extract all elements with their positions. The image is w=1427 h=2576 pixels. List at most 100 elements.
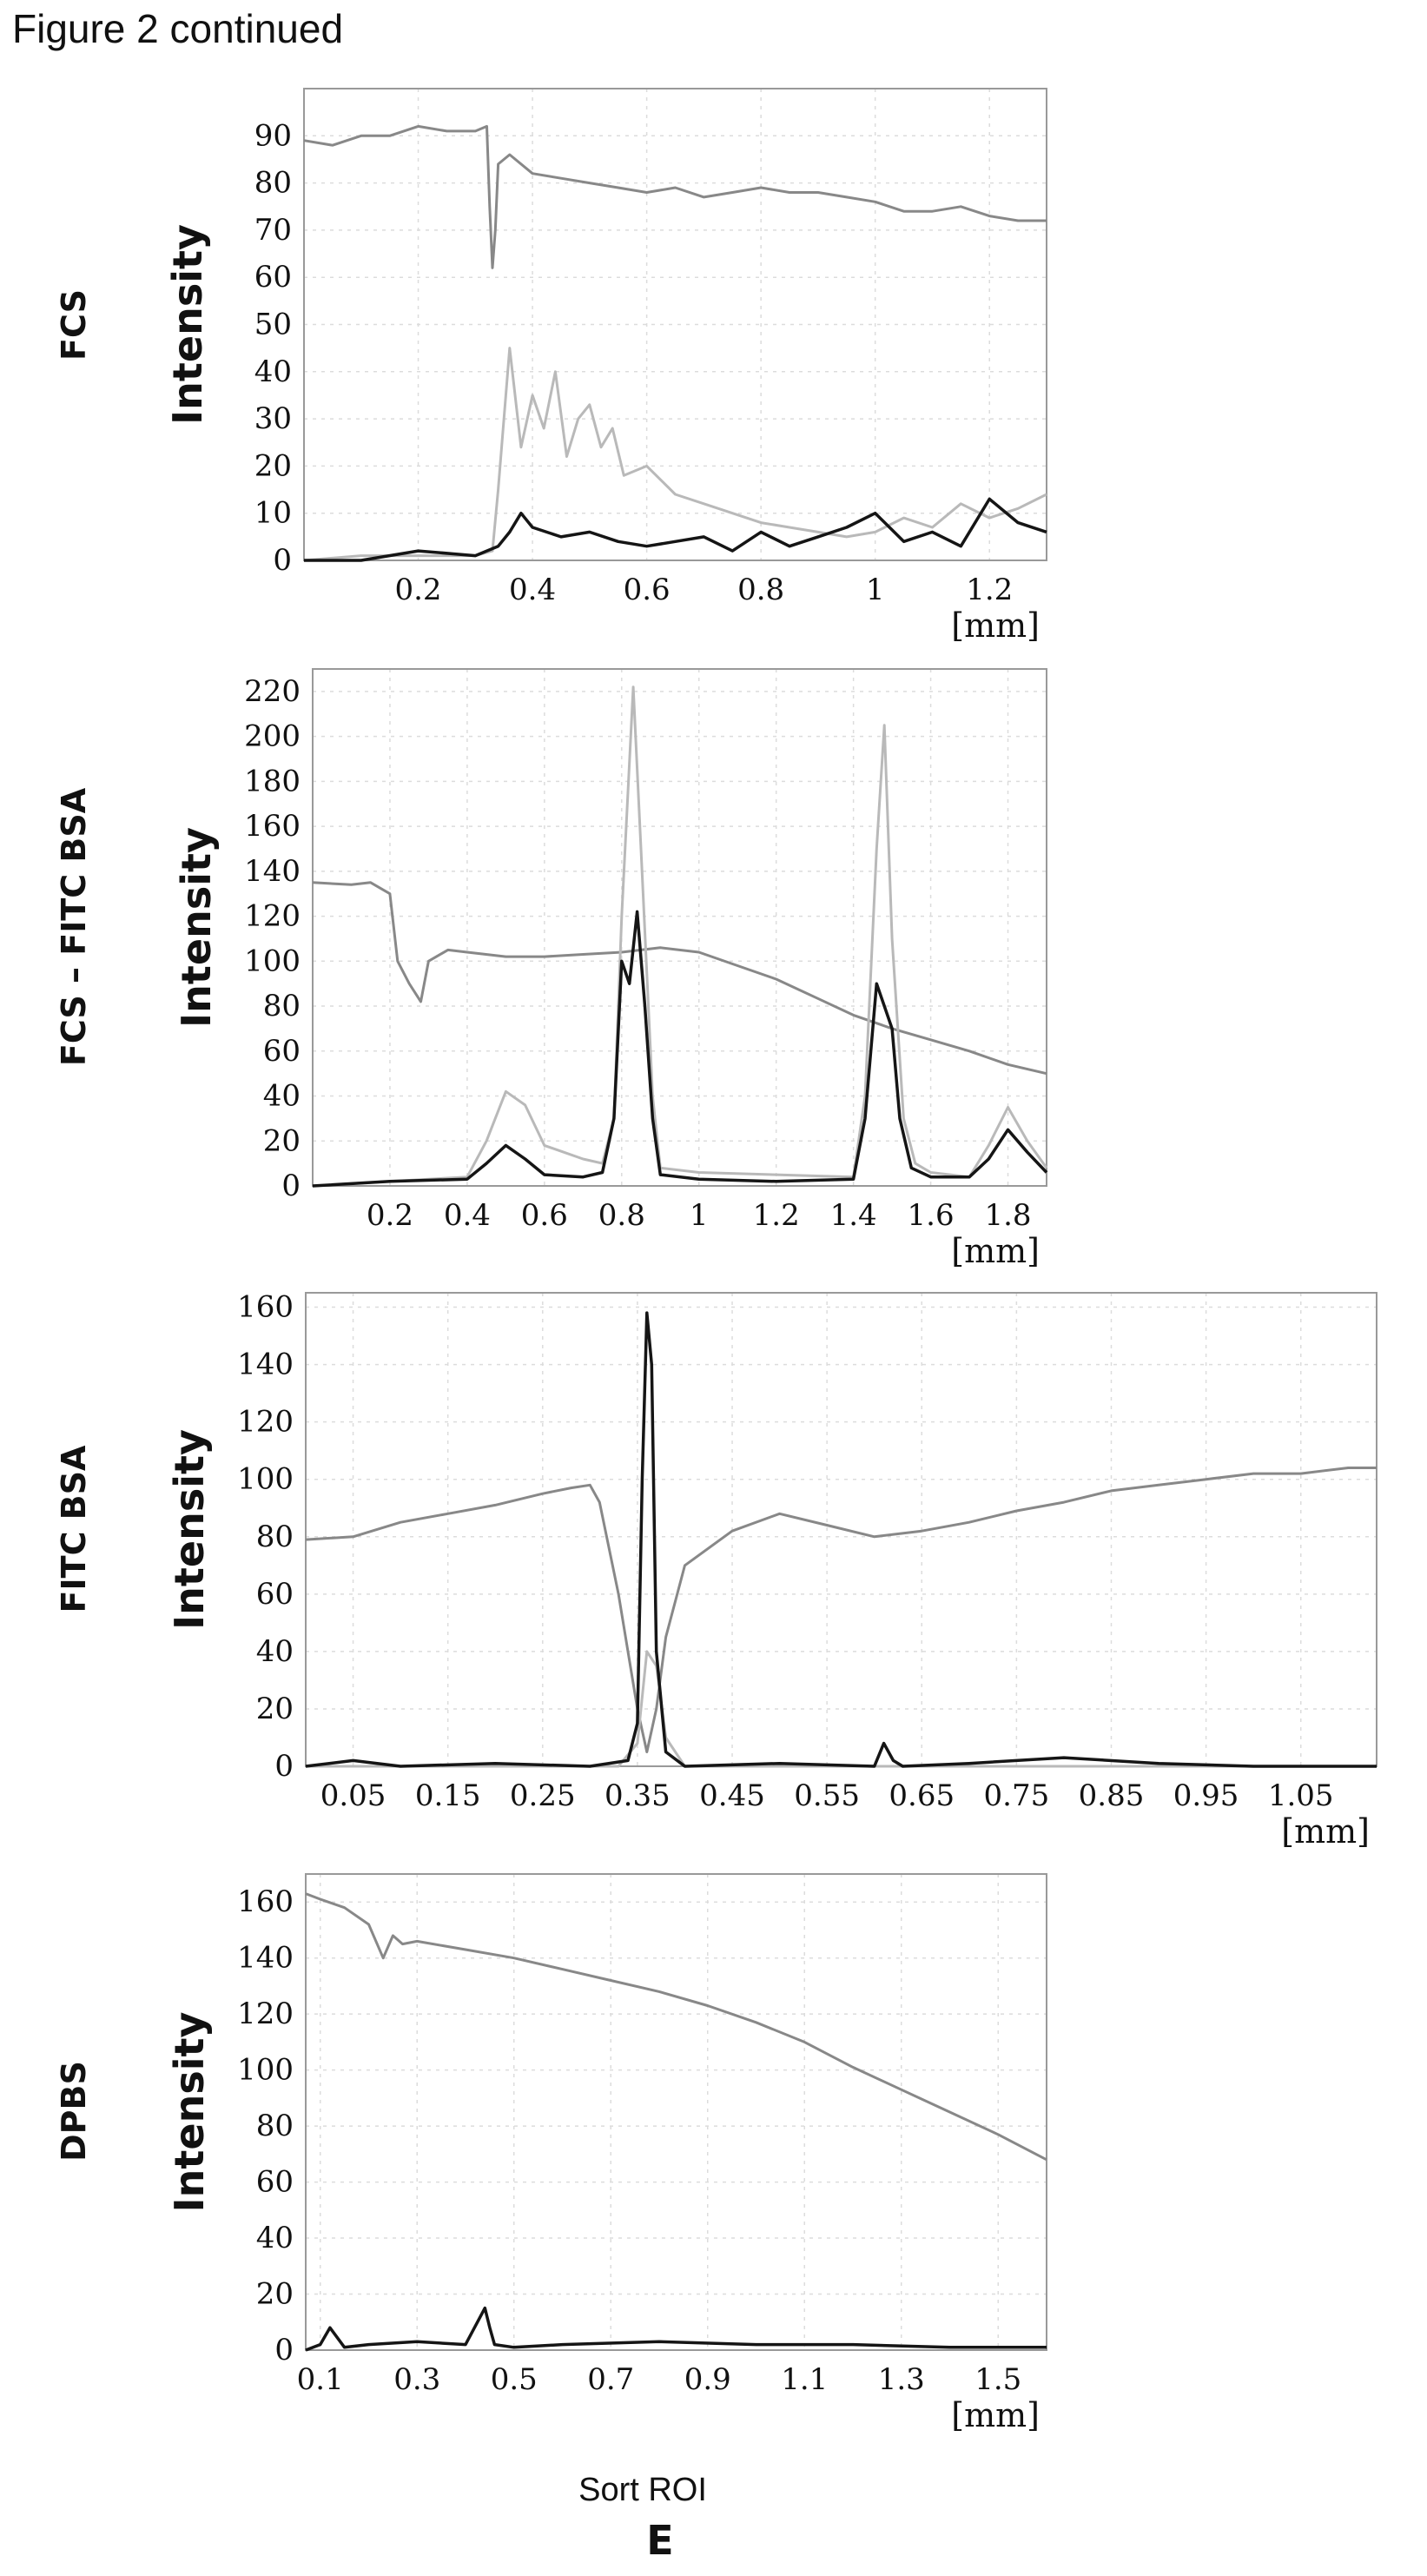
chart-2-y-tick-label: 100 bbox=[244, 944, 301, 978]
chart-3-x-tick-label: 0.45 bbox=[699, 1778, 765, 1813]
chart-2-x-tick-label: 1.8 bbox=[984, 1198, 1031, 1233]
chart-1-x-tick-label: 1.2 bbox=[966, 573, 1013, 607]
chart-4-series-mid-line bbox=[305, 1892, 1047, 2162]
chart-3-y-axis-label: Intensity bbox=[166, 1429, 213, 1630]
chart-1-x-tick-label: 0.6 bbox=[624, 573, 671, 607]
x-axis-caption: Sort ROI bbox=[578, 2472, 707, 2508]
chart-4-y-tick-label: 0 bbox=[274, 2333, 294, 2367]
chart-2-series-dark-line bbox=[312, 910, 1048, 1188]
chart-4-y-tick-label: 160 bbox=[237, 1884, 294, 1919]
chart-2-x-unit-label: [mm] bbox=[951, 1232, 1040, 1270]
chart-4-x-tick-label: 0.5 bbox=[491, 2362, 538, 2397]
chart-2-series-light-line bbox=[312, 685, 1048, 1188]
chart-3-y-tick-label: 80 bbox=[256, 1520, 294, 1554]
chart-1-x-tick-label: 1 bbox=[866, 573, 885, 607]
chart-4-y-tick-label: 140 bbox=[237, 1941, 294, 1976]
chart-2-y-tick-label: 200 bbox=[244, 719, 301, 754]
chart-2-y-tick-label: 160 bbox=[244, 809, 301, 844]
chart-2-series-mid-line bbox=[312, 881, 1047, 1076]
chart-1-y-tick-label: 70 bbox=[254, 213, 292, 248]
chart-1-y-axis-label: Intensity bbox=[164, 224, 211, 425]
chart-1-y-tick-label: 50 bbox=[254, 308, 292, 342]
chart-3-sample-label: FITC BSA bbox=[55, 1445, 93, 1612]
chart-2-plot-frame bbox=[312, 668, 1047, 1187]
chart-3-y-tick-label: 120 bbox=[237, 1405, 294, 1440]
chart-1-y-tick-label: 60 bbox=[254, 260, 292, 295]
chart-3-y-tick-label: 0 bbox=[274, 1749, 294, 1784]
chart-2-x-tick-label: 0.8 bbox=[598, 1198, 645, 1233]
chart-3-x-tick-label: 0.55 bbox=[794, 1778, 860, 1813]
chart-3-series-mid-line bbox=[305, 1467, 1377, 1753]
chart-3-x-tick-label: 0.35 bbox=[604, 1778, 671, 1813]
chart-1-y-tick-label: 10 bbox=[254, 496, 292, 531]
chart-4-x-tick-label: 1.5 bbox=[974, 2362, 1021, 2397]
chart-2-y-tick-label: 40 bbox=[263, 1079, 301, 1114]
chart-4-x-tick-label: 0.1 bbox=[297, 2362, 344, 2397]
chart-3-x-tick-label: 0.65 bbox=[889, 1778, 955, 1813]
chart-4-x-tick-label: 0.3 bbox=[393, 2362, 440, 2397]
chart-2-y-tick-label: 20 bbox=[263, 1123, 301, 1158]
chart-4-y-tick-label: 80 bbox=[256, 2109, 294, 2143]
chart-1-x-tick-label: 0.2 bbox=[394, 573, 441, 607]
chart-3-x-tick-label: 0.95 bbox=[1173, 1778, 1239, 1813]
chart-3-x-tick-label: 0.25 bbox=[510, 1778, 576, 1813]
chart-1-x-tick-label: 0.4 bbox=[509, 573, 556, 607]
chart-1-series-mid-line bbox=[303, 124, 1047, 269]
chart-2-x-tick-label: 0.6 bbox=[521, 1198, 568, 1233]
chart-3-y-tick-label: 100 bbox=[237, 1462, 294, 1497]
chart-2-y-tick-label: 120 bbox=[244, 899, 301, 934]
chart-3-x-tick-label: 1.05 bbox=[1268, 1778, 1334, 1813]
chart-4-y-tick-label: 40 bbox=[256, 2221, 294, 2255]
chart-1-y-tick-label: 40 bbox=[254, 354, 292, 389]
chart-1-x-tick-label: 0.8 bbox=[737, 573, 784, 607]
chart-2-x-tick-label: 1 bbox=[690, 1198, 709, 1233]
chart-2-y-tick-label: 60 bbox=[263, 1034, 301, 1069]
chart-3-y-tick-label: 160 bbox=[237, 1290, 294, 1325]
chart-4-x-tick-label: 1.1 bbox=[781, 2362, 828, 2397]
panel-label: E bbox=[646, 2517, 673, 2564]
chart-2-x-tick-label: 1.2 bbox=[753, 1198, 800, 1233]
chart-3-series-light-line bbox=[306, 1650, 1377, 1768]
chart-2-y-tick-label: 140 bbox=[244, 854, 301, 889]
chart-3-y-tick-label: 140 bbox=[237, 1348, 294, 1382]
chart-2-x-tick-label: 1.6 bbox=[908, 1198, 955, 1233]
chart-3-x-tick-label: 0.05 bbox=[320, 1778, 386, 1813]
chart-1-y-tick-label: 80 bbox=[254, 166, 292, 201]
chart-3-series-dark-line bbox=[305, 1311, 1377, 1768]
chart-1-y-tick-label: 30 bbox=[254, 401, 292, 436]
chart-1-series-light-line bbox=[303, 347, 1047, 562]
chart-4-y-tick-label: 120 bbox=[237, 1997, 294, 2031]
chart-2-y-tick-label: 180 bbox=[244, 764, 301, 798]
chart-1-y-tick-label: 0 bbox=[273, 543, 292, 578]
chart-1-y-tick-label: 20 bbox=[254, 448, 292, 483]
chart-3-x-tick-label: 0.75 bbox=[984, 1778, 1050, 1813]
chart-3-x-tick-label: 0.15 bbox=[415, 1778, 481, 1813]
chart-3-y-tick-label: 60 bbox=[256, 1577, 294, 1612]
chart-4-x-tick-label: 0.7 bbox=[587, 2362, 634, 2397]
chart-2-x-tick-label: 0.2 bbox=[367, 1198, 413, 1233]
chart-4-y-tick-label: 100 bbox=[237, 2053, 294, 2088]
chart-4-x-unit-label: [mm] bbox=[951, 2396, 1040, 2434]
chart-4-y-tick-label: 60 bbox=[256, 2165, 294, 2200]
chart-3-y-tick-label: 20 bbox=[256, 1692, 294, 1726]
chart-2-y-tick-label: 80 bbox=[263, 989, 301, 1023]
chart-1-plot-frame bbox=[303, 88, 1047, 561]
chart-2-sample-label: FCS – FITC BSA bbox=[55, 787, 93, 1066]
chart-1-x-unit-label: [mm] bbox=[951, 606, 1040, 645]
chart-4-x-tick-label: 1.3 bbox=[878, 2362, 925, 2397]
chart-4-y-axis-label: Intensity bbox=[166, 2012, 213, 2213]
chart-2-y-tick-label: 220 bbox=[244, 674, 301, 709]
chart-4-series-dark-line bbox=[305, 2306, 1047, 2352]
chart-4-x-tick-label: 0.9 bbox=[684, 2362, 731, 2397]
chart-3-y-tick-label: 40 bbox=[256, 1634, 294, 1669]
chart-2-y-tick-label: 0 bbox=[281, 1169, 301, 1203]
chart-1-sample-label: FCS bbox=[55, 289, 93, 361]
page-title: Figure 2 continued bbox=[12, 6, 344, 51]
chart-4-plot-frame bbox=[305, 1873, 1047, 2351]
chart-4-y-tick-label: 20 bbox=[256, 2277, 294, 2312]
chart-1-series-dark-line bbox=[304, 497, 1047, 562]
chart-2-y-axis-label: Intensity bbox=[173, 827, 220, 1028]
chart-3-x-tick-label: 0.85 bbox=[1079, 1778, 1145, 1813]
chart-1-y-tick-label: 90 bbox=[254, 118, 292, 153]
chart-4-sample-label: DPBS bbox=[55, 2061, 93, 2162]
